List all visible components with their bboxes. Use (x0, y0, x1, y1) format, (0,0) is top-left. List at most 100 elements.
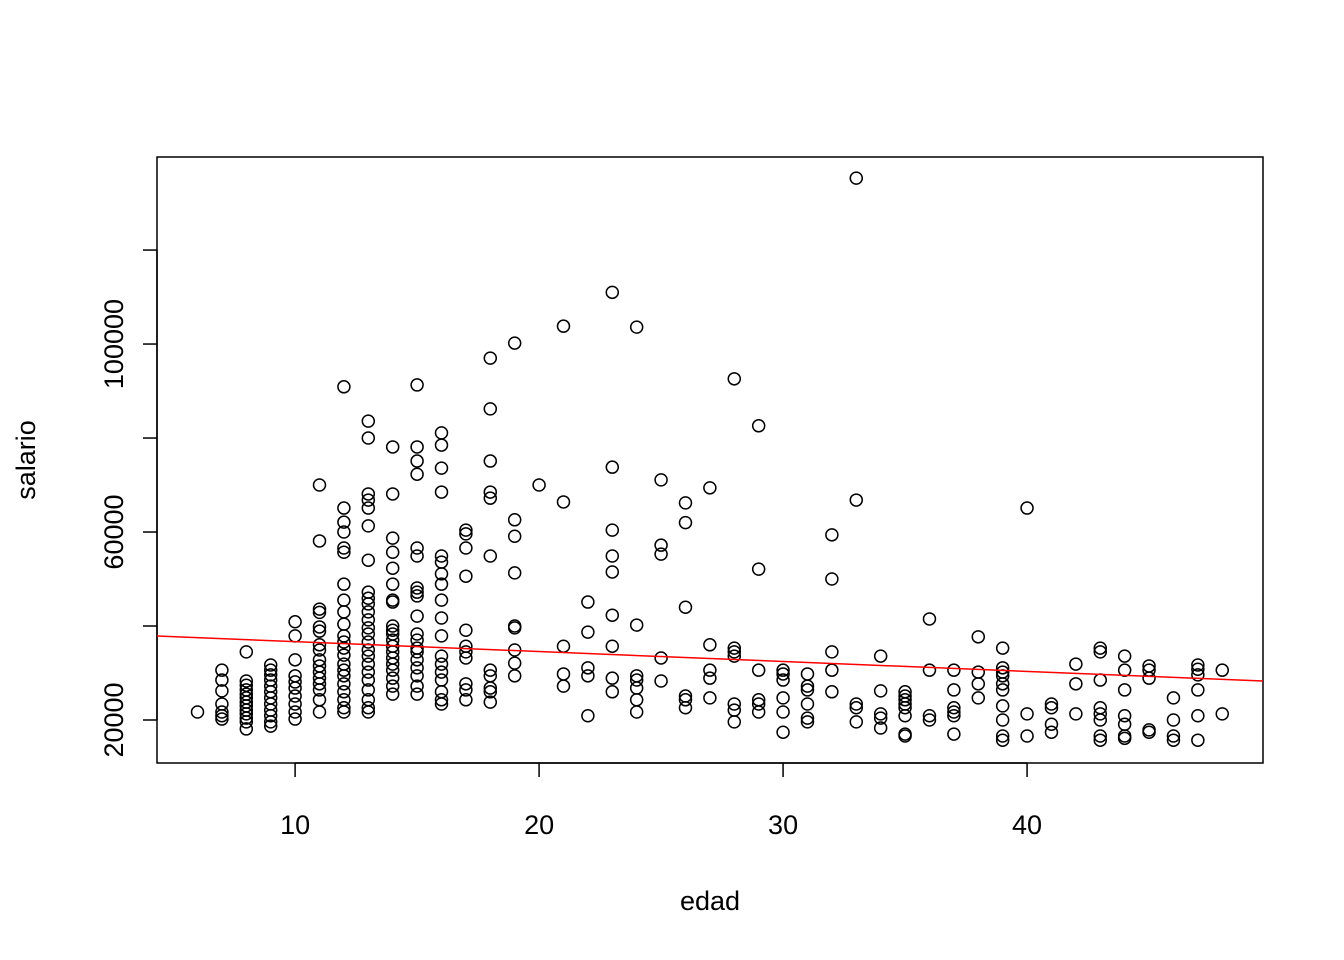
point (215, 705, 229, 719)
y-tick-label: 60000 (99, 494, 129, 569)
point (434, 438, 449, 452)
point (947, 727, 961, 741)
point (727, 372, 742, 386)
point (995, 729, 1010, 743)
point (361, 673, 376, 687)
point (434, 673, 449, 687)
point (605, 460, 620, 474)
point (703, 638, 717, 652)
point (263, 663, 278, 677)
point (849, 715, 864, 729)
point (1020, 729, 1034, 743)
point (361, 519, 376, 533)
point (922, 663, 937, 677)
point (483, 681, 498, 695)
point (385, 687, 400, 701)
point (434, 593, 449, 607)
point (776, 663, 790, 677)
point (312, 534, 327, 548)
point (825, 528, 839, 542)
point (629, 673, 644, 687)
point (995, 661, 1010, 675)
point (361, 635, 376, 649)
point (385, 577, 400, 591)
point (1044, 701, 1059, 715)
point (459, 523, 473, 537)
point (410, 581, 424, 595)
point (312, 638, 327, 652)
point (288, 712, 302, 726)
point (337, 701, 351, 715)
point (263, 709, 278, 723)
point (288, 681, 302, 695)
point (239, 722, 254, 736)
point (483, 549, 498, 563)
point (312, 677, 327, 691)
point (1069, 657, 1083, 671)
point (727, 645, 742, 659)
point (288, 705, 302, 719)
point (581, 669, 595, 683)
point (776, 705, 790, 719)
point (873, 684, 888, 698)
point (776, 673, 790, 687)
point (459, 677, 473, 691)
point (410, 679, 424, 693)
point (1044, 717, 1059, 731)
point (434, 665, 449, 679)
point (410, 467, 424, 481)
point (507, 621, 522, 635)
point (459, 693, 473, 707)
point (1093, 641, 1108, 655)
point (337, 577, 351, 591)
point (922, 713, 937, 727)
point (337, 617, 351, 631)
point (849, 701, 864, 715)
point (385, 440, 400, 454)
point (800, 711, 815, 725)
point (995, 733, 1010, 747)
point (776, 691, 790, 705)
point (483, 402, 498, 416)
point (1093, 713, 1108, 727)
point (483, 663, 498, 677)
point (800, 697, 815, 711)
point (1093, 729, 1108, 743)
point (800, 715, 815, 729)
point (654, 651, 668, 665)
point (215, 709, 229, 723)
point (361, 493, 376, 507)
point (434, 549, 449, 563)
point (361, 649, 376, 663)
point (434, 577, 449, 591)
point (1191, 683, 1205, 697)
point (337, 635, 351, 649)
point (410, 440, 424, 454)
point (1069, 677, 1083, 691)
point (361, 657, 376, 671)
point (678, 515, 693, 530)
point (629, 618, 644, 632)
point (556, 319, 571, 333)
point (629, 693, 644, 707)
point (947, 709, 961, 723)
point (361, 683, 376, 697)
point (605, 608, 620, 622)
point (434, 426, 449, 440)
point (215, 663, 229, 677)
point (410, 661, 424, 675)
point (483, 485, 498, 499)
point (312, 705, 327, 719)
point (434, 461, 449, 475)
point (337, 545, 351, 559)
point (312, 620, 327, 634)
point (385, 657, 400, 671)
point (434, 629, 449, 643)
point (361, 487, 376, 501)
point (581, 625, 595, 639)
point (947, 701, 961, 715)
point (1069, 707, 1083, 721)
point (410, 549, 424, 563)
point (1117, 731, 1132, 746)
point (1093, 645, 1108, 659)
